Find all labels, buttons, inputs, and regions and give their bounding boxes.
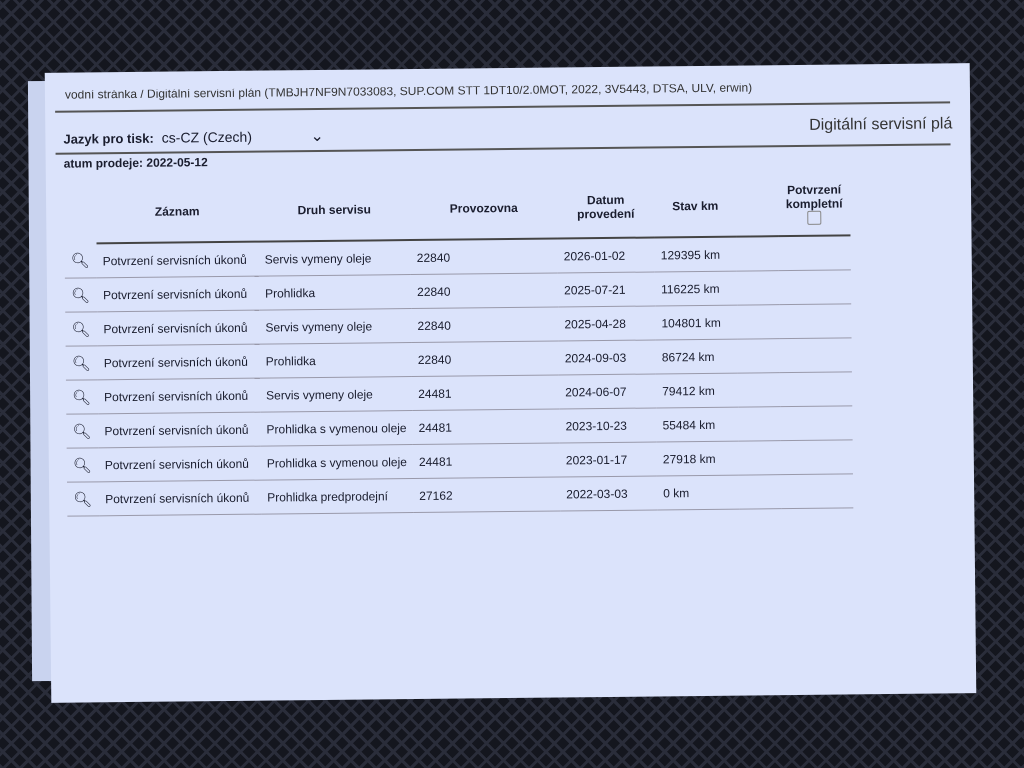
col-date: Datum provedení — [556, 176, 655, 239]
type-cell: Prohlidka s vymenou oleje — [260, 444, 414, 481]
magnifier-icon[interactable]: 🔍︎ — [67, 481, 100, 517]
type-cell: Prohlidka predprodejní — [261, 478, 414, 515]
select-all-checkbox[interactable] — [807, 210, 822, 225]
workshop-cell: 22840 — [411, 306, 559, 343]
record-cell: Potvrzení servisních úkonů — [96, 276, 260, 312]
type-cell: Servis vymeny oleje — [259, 308, 412, 345]
workshop-cell: 24481 — [412, 374, 560, 411]
col-type: Druh servisu — [257, 179, 411, 242]
language-value: cs-CZ (Czech) — [161, 128, 253, 146]
chevron-down-icon[interactable]: ⌄ — [310, 127, 324, 146]
magnifier-icon[interactable]: 🔍︎ — [66, 413, 99, 449]
date-cell: 2023-01-17 — [559, 441, 658, 477]
table-row: 🔍︎ Potvrzení servisních úkonů Prohlidka … — [67, 473, 854, 517]
record-cell: Potvrzení servisních úkonů — [98, 412, 261, 448]
km-cell: 79412 km — [655, 373, 739, 408]
language-label: Jazyk pro tisk: — [63, 130, 154, 147]
date-cell: 2025-04-28 — [558, 305, 656, 341]
workshop-cell: 24481 — [412, 442, 561, 479]
printed-document: vodní stránka / Digitální servisní plán … — [44, 63, 977, 703]
magnifier-icon[interactable]: 🔍︎ — [66, 447, 100, 483]
type-cell: Servis vymeny oleje — [259, 376, 413, 413]
km-cell: 104801 km — [655, 305, 738, 340]
sale-date: atum prodeje: 2022-05-12 — [63, 155, 208, 171]
date-cell: 2022-03-03 — [560, 475, 658, 511]
km-cell: 0 km — [657, 475, 740, 510]
col-confirmed: Potvrzení kompletní — [777, 174, 851, 237]
workshop-cell: 24481 — [412, 408, 560, 445]
magnifier-icon[interactable]: 🔍︎ — [64, 243, 97, 279]
date-cell: 2023-10-23 — [559, 407, 657, 443]
language-selector[interactable]: Jazyk pro tisk: cs-CZ (Czech) — [63, 129, 252, 147]
divider — [55, 101, 951, 113]
km-cell: 129395 km — [654, 236, 737, 272]
type-cell: Prohlidka — [259, 342, 413, 379]
record-cell: Potvrzení servisních úkonů — [97, 310, 260, 346]
magnifier-icon[interactable]: 🔍︎ — [64, 277, 98, 313]
date-cell: 2024-09-03 — [558, 339, 656, 375]
record-cell: Potvrzení servisních úkonů — [97, 344, 260, 380]
type-cell: Servis vymeny oleje — [258, 240, 411, 277]
date-cell: 2026-01-02 — [557, 237, 655, 273]
record-cell: Potvrzení servisních úkonů — [96, 241, 259, 278]
date-cell: 2025-07-21 — [557, 271, 656, 307]
breadcrumb: vodní stránka / Digitální servisní plán … — [64, 81, 753, 102]
km-cell: 27918 km — [656, 441, 740, 476]
workshop-cell: 22840 — [410, 238, 558, 275]
workshop-cell: 22840 — [410, 272, 559, 309]
record-cell: Potvrzení servisních úkonů — [98, 446, 262, 482]
col-km: Stav km — [653, 175, 737, 238]
workshop-cell: 22840 — [411, 340, 559, 377]
record-cell: Potvrzení servisních úkonů — [99, 480, 262, 516]
km-cell: 55484 km — [656, 407, 739, 442]
service-table: Záznam Druh servisu Provozovna Datum pro… — [64, 174, 854, 517]
magnifier-icon[interactable]: 🔍︎ — [65, 311, 98, 347]
page-title: Digitální servisní plá — [809, 115, 953, 134]
record-cell: Potvrzení servisních úkonů — [97, 378, 261, 414]
workshop-cell: 27162 — [413, 476, 561, 513]
col-workshop: Provozovna — [409, 177, 558, 241]
magnifier-icon[interactable]: 🔍︎ — [65, 379, 99, 415]
date-cell: 2024-06-07 — [558, 373, 657, 409]
km-cell: 116225 km — [654, 271, 738, 306]
type-cell: Prohlidka — [258, 274, 412, 311]
type-cell: Prohlidka s vymenou oleje — [260, 410, 413, 447]
magnifier-icon[interactable]: 🔍︎ — [65, 345, 98, 381]
km-cell: 86724 km — [655, 339, 738, 374]
col-record: Záznam — [95, 180, 259, 244]
